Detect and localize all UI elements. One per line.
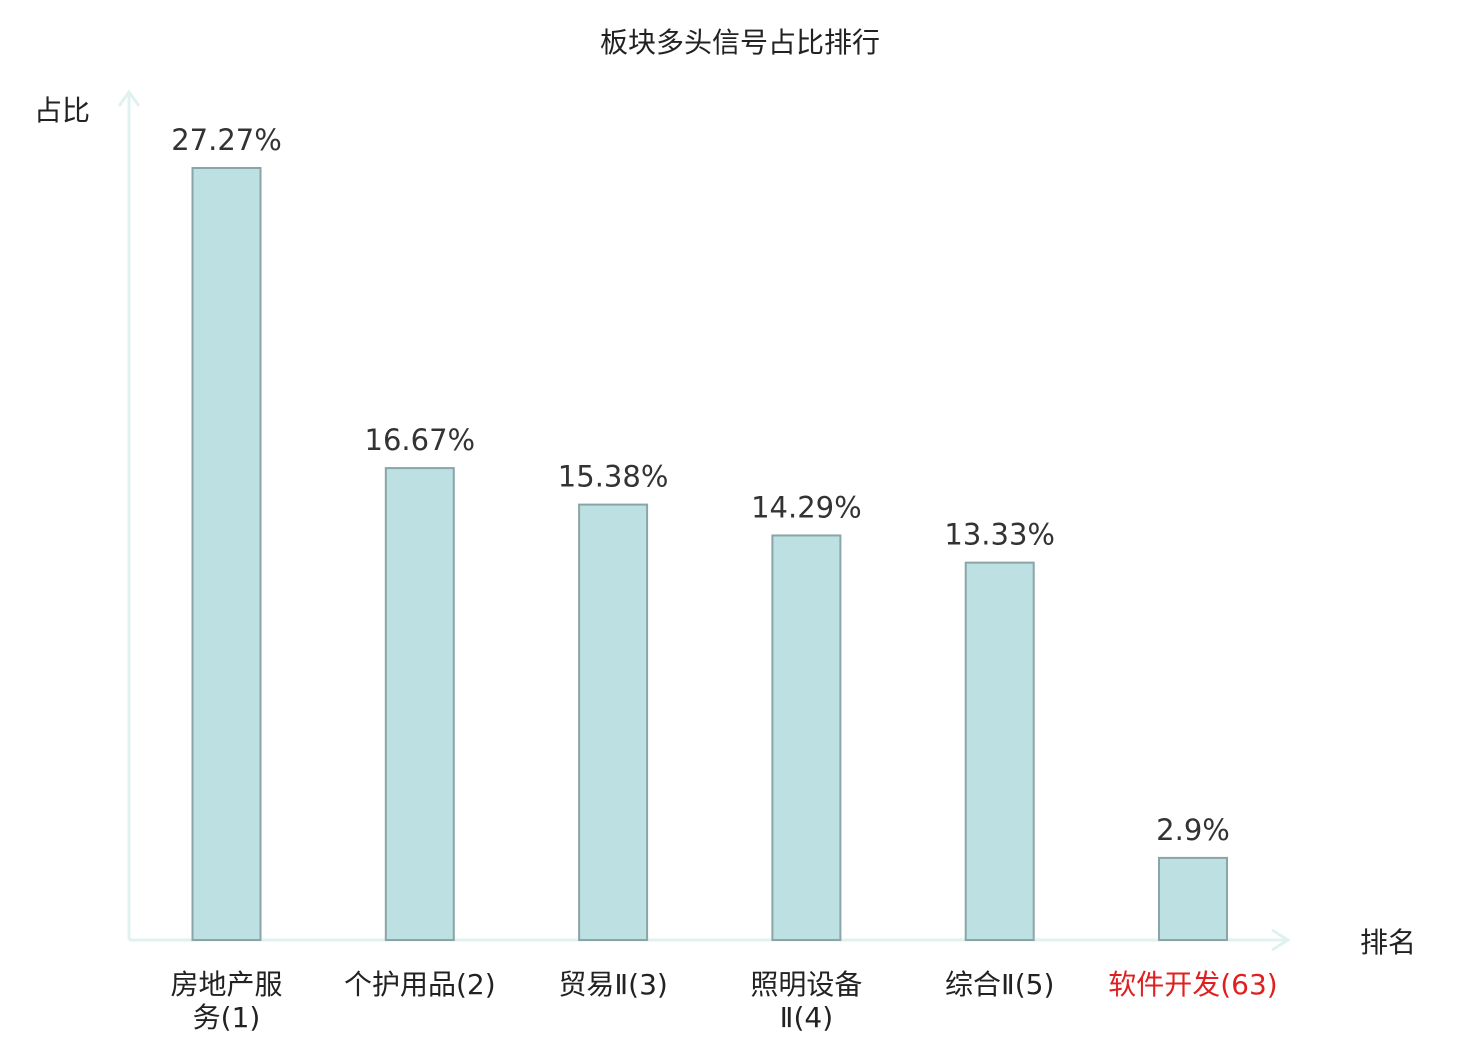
bar-5 <box>964 561 1035 941</box>
value-labels-group: 27.27% 16.67% 15.38% 14.29% 13.33% 2.9% <box>171 123 1230 847</box>
category-label-4-line-2: Ⅱ(4) <box>780 1001 833 1034</box>
value-label-2: 16.67% <box>365 423 476 457</box>
value-label-6: 2.9% <box>1156 813 1230 847</box>
category-label-2: 个护用品(2) <box>344 968 496 1001</box>
y-axis-label: 占比 <box>34 94 90 127</box>
chart-title: 板块多头信号占比排行 <box>600 26 880 59</box>
value-label-4: 14.29% <box>751 490 862 524</box>
bar-4 <box>771 534 842 941</box>
category-label-1-line-2: 务(1) <box>193 1001 261 1034</box>
value-label-1: 27.27% <box>171 123 282 157</box>
category-label-4-line-1: 照明设备 <box>750 968 862 1001</box>
x-axis-label: 排名 <box>1360 926 1416 959</box>
bars-group <box>191 167 1228 942</box>
bar-2 <box>384 467 455 941</box>
bar-1 <box>191 167 262 941</box>
category-label-3: 贸易Ⅱ(3) <box>558 968 667 1001</box>
x-axis-arrow <box>1271 928 1291 952</box>
value-label-5: 13.33% <box>944 518 1055 552</box>
y-axis-arrow <box>117 89 141 107</box>
bar-3 <box>578 503 649 941</box>
category-label-6: 软件开发(63) <box>1108 968 1277 1001</box>
category-label-1-line-1: 房地产服 <box>170 968 282 1001</box>
bar-6 <box>1158 856 1228 942</box>
value-label-3: 15.38% <box>558 460 669 494</box>
category-label-5: 综合Ⅱ(5) <box>945 968 1054 1001</box>
